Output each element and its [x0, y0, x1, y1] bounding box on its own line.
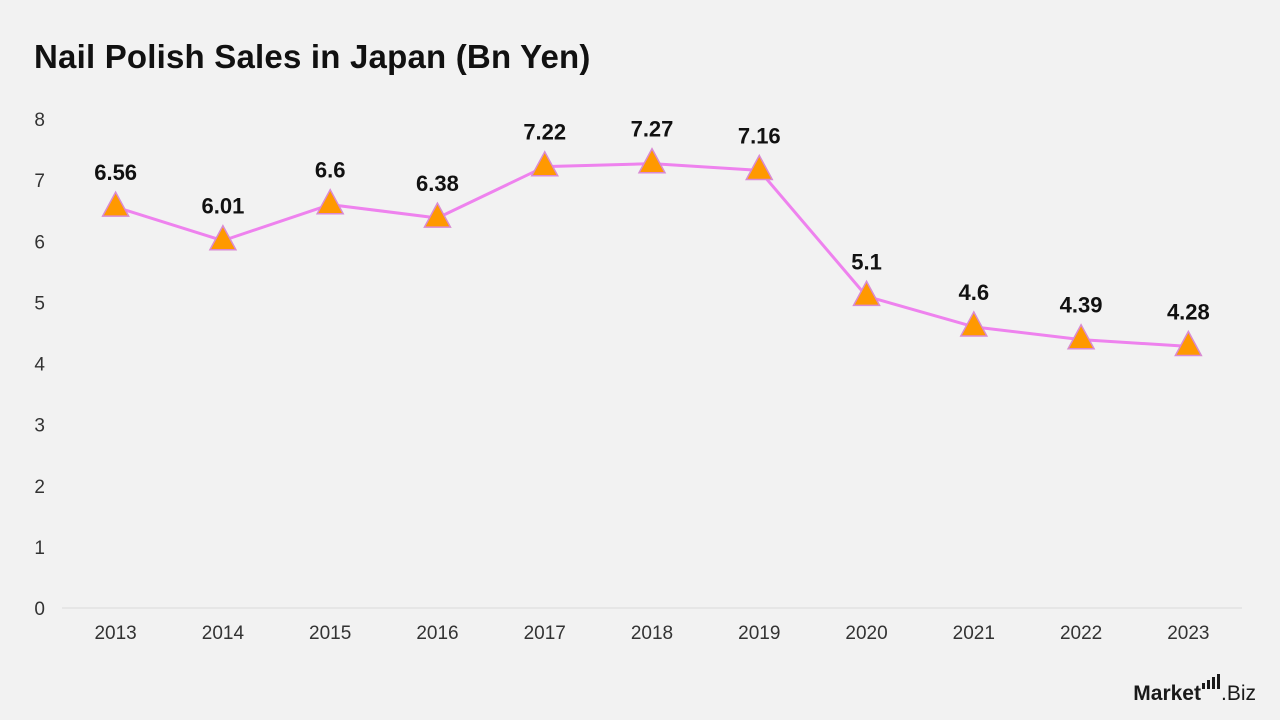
- y-tick-label: 5: [34, 293, 45, 314]
- x-tick-label: 2020: [845, 623, 887, 644]
- x-tick-label: 2018: [631, 623, 673, 644]
- y-axis: 0 1 2 3 4 5 6 7 8: [34, 110, 45, 620]
- brand-name-sub: .Biz: [1220, 682, 1256, 705]
- x-tick-label: 2019: [738, 623, 780, 644]
- x-tick-label: 2015: [309, 623, 351, 644]
- y-tick-label: 7: [34, 171, 45, 192]
- y-tick-label: 4: [34, 355, 45, 376]
- series-line: [115, 162, 1189, 348]
- data-label: 4.39: [1060, 293, 1103, 318]
- data-point-marker: [637, 147, 667, 174]
- y-tick-label: 6: [34, 232, 45, 253]
- y-tick-label: 8: [34, 110, 45, 131]
- bar-chart-icon: [1201, 674, 1220, 689]
- data-label: 7.16: [738, 123, 781, 148]
- data-point-marker: [1174, 329, 1203, 357]
- data-point-marker: [745, 153, 774, 181]
- chart-title: Nail Polish Sales in Japan (Bn Yen): [34, 38, 591, 75]
- data-point-marker: [852, 279, 881, 307]
- x-axis: 2013 2014 2015 2016 2017 2018 2019 2020 2021 2022…: [94, 623, 1209, 644]
- data-point-marker: [101, 190, 130, 217]
- data-label: 6.56: [94, 160, 137, 185]
- data-point-marker: [208, 224, 238, 251]
- data-point-marker: [959, 310, 989, 337]
- y-tick-label: 0: [34, 599, 45, 620]
- x-tick-label: 2023: [1167, 623, 1209, 644]
- data-label: 6.6: [315, 158, 346, 183]
- data-label: 7.27: [631, 117, 674, 142]
- y-tick-label: 3: [34, 416, 45, 437]
- y-tick-label: 2: [34, 477, 45, 498]
- data-label: 5.1: [851, 249, 882, 274]
- data-point-marker: [423, 201, 452, 228]
- x-tick-label: 2022: [1060, 623, 1102, 644]
- data-label: 6.38: [416, 171, 459, 196]
- data-label: 4.6: [959, 280, 990, 305]
- x-tick-label: 2014: [202, 623, 245, 644]
- data-labels: 6.56 6.01 6.6 6.38 7.22 7.27 7.16 5.1 4.6 4.39 4.2…: [94, 117, 1210, 325]
- x-tick-label: 2017: [524, 623, 566, 644]
- brand-logo: Market .Biz: [1133, 674, 1256, 706]
- y-tick-label: 1: [34, 538, 45, 559]
- brand-name-main: Market: [1133, 682, 1201, 705]
- data-label: 6.01: [201, 194, 244, 219]
- data-point-marker: [530, 150, 559, 177]
- x-tick-label: 2021: [953, 623, 995, 644]
- data-point-marker: [315, 188, 345, 215]
- x-tick-label: 2016: [416, 623, 458, 644]
- data-markers: [101, 147, 1203, 357]
- x-tick-label: 2013: [94, 623, 136, 644]
- data-point-marker: [1066, 323, 1096, 350]
- data-label: 7.22: [523, 120, 566, 145]
- data-label: 4.28: [1167, 299, 1210, 324]
